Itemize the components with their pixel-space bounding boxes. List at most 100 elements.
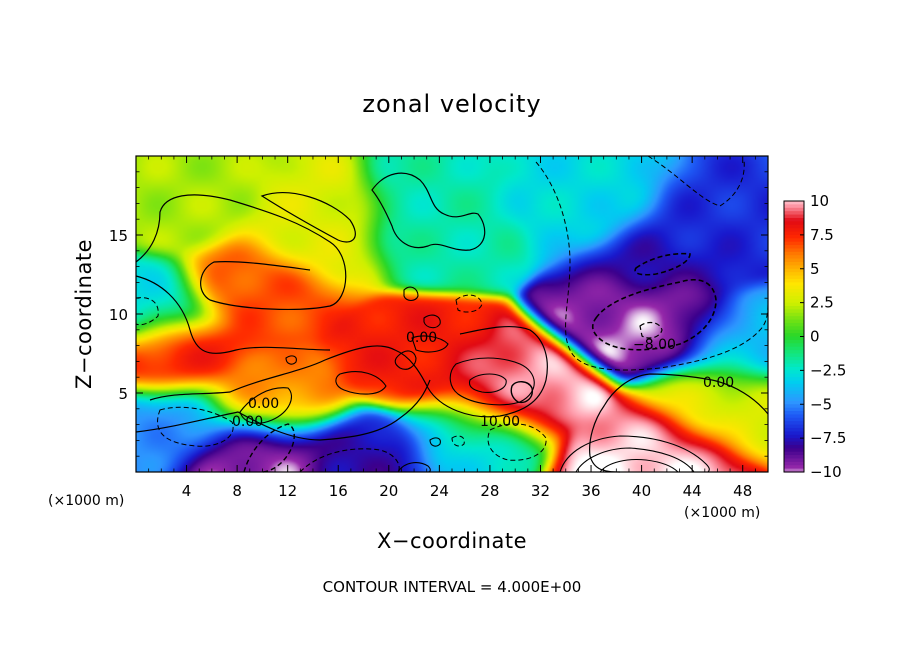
colorbar-swatch: [784, 214, 804, 219]
contour-label: 0.00: [248, 396, 279, 412]
contour-neg-top-right-upper: [647, 155, 745, 207]
colorbar-swatch: [784, 468, 804, 473]
colorbar-swatch: [784, 238, 804, 243]
contour-neg-center-small: [455, 294, 483, 313]
colorbar-swatch: [784, 248, 804, 253]
contour-zero-small-1: [429, 437, 441, 447]
colorbar-swatch: [784, 201, 804, 205]
contour-neg-center-small-2: [451, 435, 465, 447]
contour-zero-lower: [135, 379, 431, 441]
contour-pos-center-right: [468, 373, 507, 393]
y-axis-title: Z−coordinate: [72, 239, 96, 389]
contour-zero-mid: [149, 325, 548, 418]
colorbar-swatch: [784, 465, 804, 470]
colorbar-swatch: [784, 380, 804, 385]
colorbar-swatch: [784, 255, 804, 260]
colorbar-swatch: [784, 346, 804, 351]
colorbar-swatch: [784, 295, 804, 300]
colorbar-swatch: [784, 217, 804, 222]
colorbar-swatch: [784, 231, 804, 236]
x-tick-label: 32: [531, 482, 550, 500]
contour-label: 0.00: [406, 330, 437, 346]
contour-neg-white-hole: [639, 321, 663, 339]
x-tick-label: 20: [379, 482, 398, 500]
x-tick-label: 40: [632, 482, 651, 500]
x-tick-label: 36: [581, 482, 600, 500]
y-tick-label: 15: [109, 227, 128, 245]
colorbar-swatch: [784, 268, 804, 273]
contour-label-group: 0.00 0.00 0.00 0.00 10.00 −8.00: [232, 330, 734, 430]
y-tick-label: 10: [109, 306, 128, 324]
contour-label: −8.00: [633, 337, 676, 353]
colorbar-swatch: [784, 400, 804, 405]
contour-zero-center-column: [371, 172, 486, 251]
contour-label: 10.00: [480, 414, 520, 430]
x-tick-label: 28: [480, 482, 499, 500]
contour-zero-blob-b: [239, 387, 292, 424]
colorbar-swatch: [784, 329, 804, 334]
colorbar-swatch: [784, 438, 804, 443]
colorbar-swatch: [784, 285, 804, 290]
colorbar-tick-label: −2.5: [810, 361, 846, 379]
colorbar-swatch: [784, 441, 804, 446]
colorbar-swatch: [784, 387, 804, 392]
contour-pos-bottom-right-3: [599, 459, 679, 473]
colorbar-swatch: [784, 363, 804, 368]
colorbar-swatch: [784, 360, 804, 365]
contour-neg-left-blue: [135, 297, 159, 326]
x-axis-ticks: 4 8 12 16 20 24 28 32 36 40 44 48: [148, 156, 756, 500]
field-area: [136, 156, 768, 472]
colorbar-swatch: [784, 282, 804, 287]
contour-zero-left: [135, 275, 331, 354]
contour-zero-blob-f: [403, 286, 419, 302]
colorbar-swatch: [784, 404, 804, 409]
colorbar-swatch: [784, 455, 804, 460]
contour-zero-blob-h: [285, 355, 297, 365]
colorbar-tick-label: 0: [810, 328, 820, 346]
contour-neg-eight-outer: [591, 278, 717, 351]
colorbar-swatch: [784, 333, 804, 338]
colorbar-tick-label: 2.5: [810, 294, 834, 312]
contour-neg-center-low: [487, 423, 547, 461]
colorbar-swatch: [784, 302, 804, 307]
colorbar-swatch: [784, 431, 804, 436]
contour-zero-upper-left: [135, 194, 347, 310]
colorbar-swatch: [784, 275, 804, 280]
contour-interval-note: CONTOUR INTERVAL = 4.000E+00: [323, 578, 582, 596]
colorbar-swatch: [784, 316, 804, 321]
colorbar-swatch: [784, 322, 804, 327]
colorbar-swatch: [784, 350, 804, 355]
colorbar-swatch: [784, 251, 804, 256]
colorbar-swatch: [784, 427, 804, 432]
colorbar-swatch: [784, 339, 804, 344]
contour-neg-lower-left: [157, 406, 234, 447]
colorbar-swatch: [784, 326, 804, 331]
colorbar-swatch: [784, 407, 804, 412]
contour-neg-eight-upper: [634, 252, 691, 276]
colorbar-swatch: [784, 414, 804, 419]
colorbar-swatch: [784, 241, 804, 246]
colorbar-swatch: [784, 394, 804, 399]
colorbar-tick-label: 10: [810, 192, 829, 210]
contour-lines: [135, 155, 769, 473]
colorbar-swatch: [784, 234, 804, 239]
contour-pos-bottom-right-1: [559, 435, 710, 473]
colorbar-swatch: [784, 265, 804, 270]
colorbar-swatch: [784, 228, 804, 233]
colorbar-swatch: [784, 356, 804, 361]
x-tick-label: 48: [733, 482, 752, 500]
colorbar-swatch: [784, 258, 804, 263]
colorbar-swatch: [784, 312, 804, 317]
colorbar-swatch: [784, 272, 804, 277]
colorbar-swatch: [784, 461, 804, 466]
contour-pos-hole-ring: [510, 381, 533, 404]
colorbar-swatch: [784, 383, 804, 388]
colorbar-ticks: 10 7.5 5 2.5 0 −2.5 −5 −7.5 −10: [800, 192, 846, 481]
colorbar-swatch: [784, 434, 804, 439]
contour-zero-blob-d: [411, 335, 449, 353]
colorbar-swatch: [784, 397, 804, 402]
x-tick-label: 24: [430, 482, 449, 500]
colorbar: 10 7.5 5 2.5 0 −2.5 −5 −7.5 −10: [783, 192, 846, 481]
colorbar-swatch: [784, 245, 804, 250]
contour-neg-top-right: [535, 161, 769, 371]
